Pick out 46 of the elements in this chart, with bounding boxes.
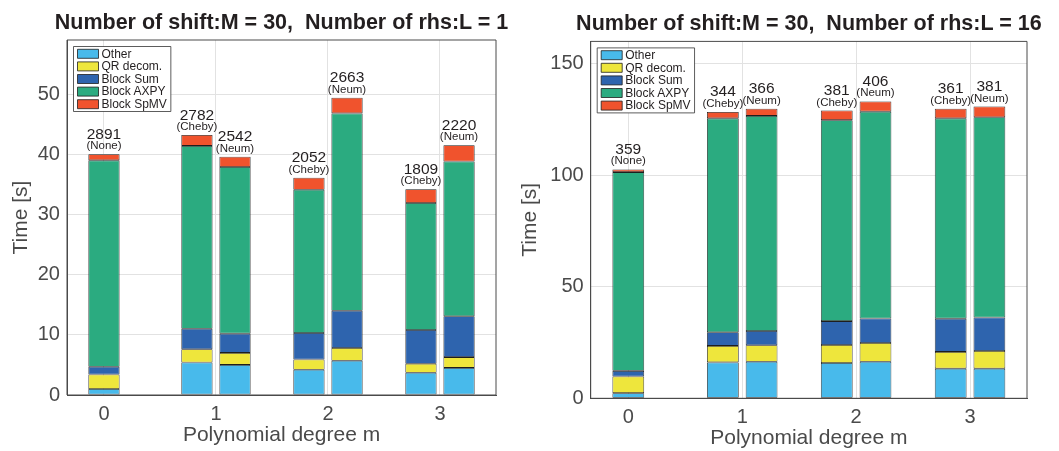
x-tick-label: 0 <box>622 404 634 427</box>
annotation: 359 (None) <box>610 139 647 167</box>
annotation: 344 (Cheby) <box>702 82 744 109</box>
legend-label: Other <box>625 48 656 63</box>
legend-label: Block SpMV <box>625 98 691 113</box>
annotation: 2782 (Cheby) <box>176 105 218 133</box>
y-tick-label: 50 <box>37 81 60 104</box>
y-tick-label: 0 <box>48 382 60 405</box>
y-tick-label: 0 <box>572 385 584 408</box>
annotation: 361 (Cheby) <box>930 79 972 106</box>
y-axis-title: Time [s] <box>7 180 31 255</box>
x-tick-label: 2 <box>850 404 862 427</box>
y-tick-label: 10 <box>37 322 60 345</box>
x-tick-label: 1 <box>210 401 222 424</box>
y-tick-label: 100 <box>550 162 584 185</box>
x-axis-title: Polynomial degree m <box>710 425 908 449</box>
y-tick-label: 50 <box>561 274 584 297</box>
legend-label: Block SpMV <box>101 97 167 112</box>
chart-title: Number of shift:M = 30, Number of rhs:L = 1 <box>54 10 509 34</box>
y-axis-title: Time [s] <box>516 182 540 257</box>
legend-label: Other <box>101 46 132 61</box>
x-tick-label: 0 <box>98 401 110 424</box>
x-tick-label: 3 <box>964 404 976 427</box>
legend-label: QR decom. <box>625 60 686 75</box>
x-tick-label: 1 <box>736 404 748 427</box>
annotation: 2052 (Cheby) <box>288 148 330 175</box>
y-tick-label: 30 <box>37 202 60 225</box>
x-axis-title: Polynomial degree m <box>182 421 381 445</box>
annotation: 406 (Neum) <box>856 71 895 99</box>
annotation: 366 (Neum) <box>742 79 781 106</box>
legend-label: Block AXPY <box>101 84 166 99</box>
y-tick-label: 40 <box>37 141 60 164</box>
annotation: 1809 (Cheby) <box>400 159 442 187</box>
annotation: 2891 (None) <box>86 124 122 152</box>
legend-label: Block AXPY <box>625 85 690 100</box>
x-tick-label: 2 <box>322 401 334 424</box>
annotation: 2220 (Neum) <box>439 115 479 143</box>
legend-label: QR decom. <box>101 59 163 74</box>
x-tick-label: 3 <box>434 401 446 424</box>
y-tick-label: 20 <box>37 262 60 285</box>
y-tick-label: 150 <box>550 51 584 74</box>
annotation: 381 (Neum) <box>970 77 1009 104</box>
legend-label: Block Sum <box>625 73 683 88</box>
annotation: 2663 (Neum) <box>327 68 367 95</box>
annotation: 381 (Cheby) <box>816 81 858 108</box>
chart-title: Number of shift:M = 30, Number of rhs:L = 16 <box>576 11 1042 36</box>
